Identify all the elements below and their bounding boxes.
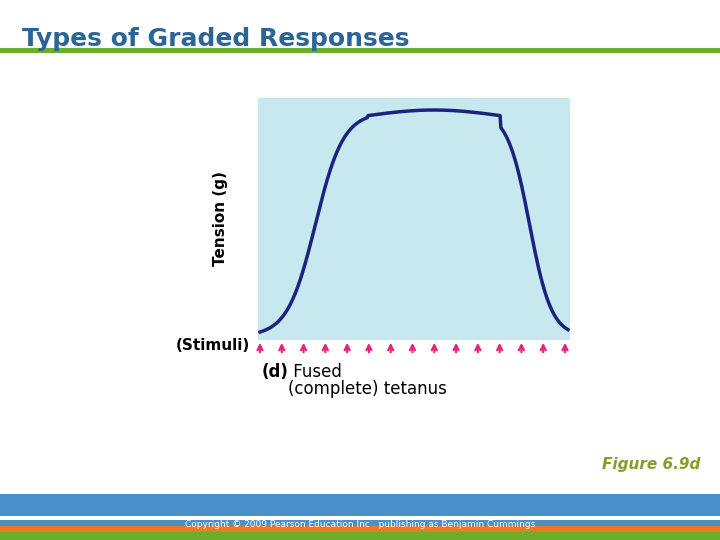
Text: Fused: Fused	[288, 363, 342, 381]
Bar	[0, 532, 720, 540]
Text: Types of Graded Responses: Types of Graded Responses	[22, 27, 410, 51]
Text: (complete) tetanus: (complete) tetanus	[288, 380, 447, 398]
Text: Tension (g): Tension (g)	[212, 172, 228, 266]
Bar	[0, 516, 720, 520]
Text: Figure 6.9d: Figure 6.9d	[602, 457, 700, 472]
Text: (Stimuli): (Stimuli)	[176, 338, 250, 353]
Bar	[0, 48, 720, 53]
Bar	[0, 526, 720, 532]
Text: Copyright © 2009 Pearson Education Inc   publishing as Benjamin Cummings: Copyright © 2009 Pearson Education Inc p…	[185, 520, 535, 529]
Bar	[0, 494, 720, 516]
Text: (d): (d)	[262, 363, 289, 381]
Bar	[0, 520, 720, 526]
Bar	[258, 98, 570, 340]
